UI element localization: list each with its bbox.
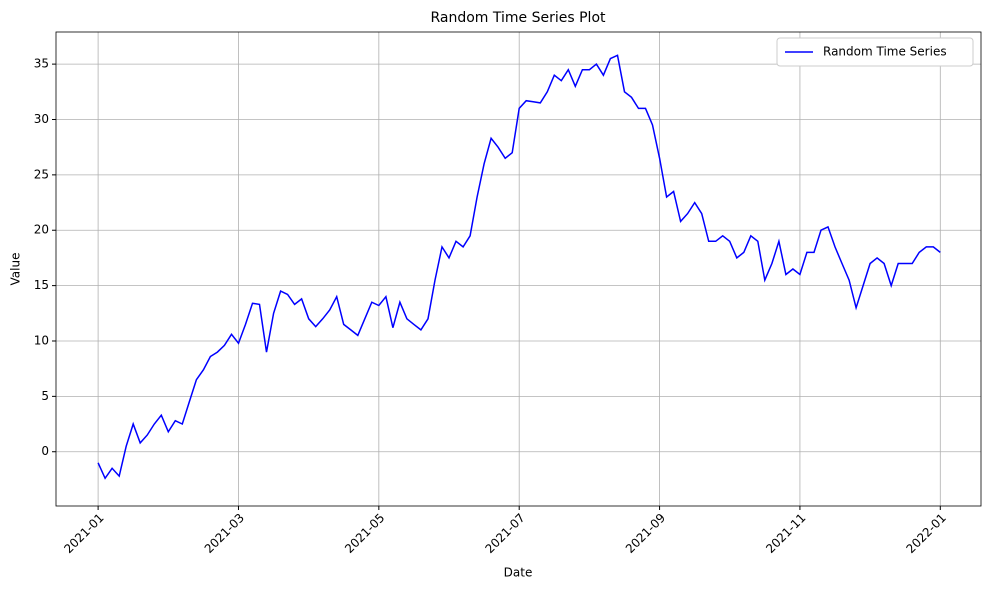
plot-frame [55,31,982,507]
chart-title: Random Time Series Plot [430,10,606,26]
y-tick-label: 5 [41,389,49,403]
y-axis-label: Value [9,253,23,286]
legend-label: Random Time Series [823,45,947,59]
data-line [97,54,941,480]
y-tick-label: 0 [41,444,49,458]
y-tick-label: 15 [34,278,49,292]
legend-box [776,37,974,67]
x-tick-label: 2022-01 [904,511,949,556]
y-tick-label: 25 [34,167,49,181]
x-tick-label: 2021-11 [763,511,808,556]
y-tick-label: 30 [34,112,49,126]
x-tick-label: 2021-05 [342,511,387,556]
y-tick-label: 10 [34,333,49,347]
x-axis-label: Date [504,566,533,580]
y-tick-label: 35 [34,57,49,71]
y-tick-label: 20 [34,223,49,237]
x-tick-label: 2021-01 [61,511,106,556]
x-tick-label: 2021-09 [623,511,668,556]
x-tick-label: 2021-03 [202,511,247,556]
x-tick-label: 2021-07 [482,511,527,556]
